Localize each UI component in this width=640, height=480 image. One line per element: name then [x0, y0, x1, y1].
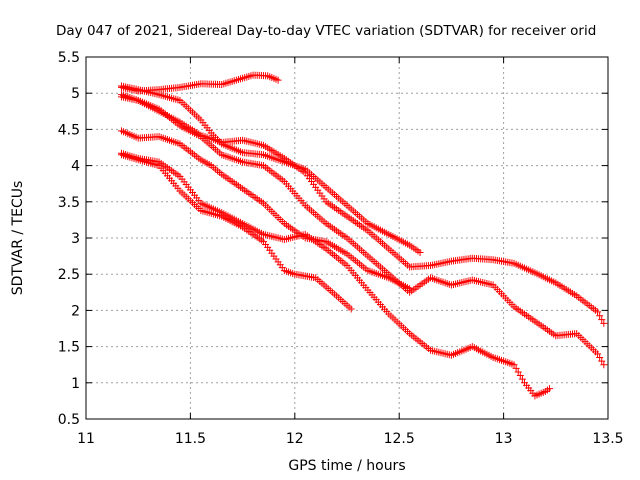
data-point [600, 361, 608, 369]
data-point [596, 353, 604, 361]
data-series [117, 71, 608, 400]
y-tick-label: 3 [71, 231, 80, 247]
y-tick-label: 1.5 [58, 340, 80, 356]
data-point [274, 76, 282, 84]
data-point [598, 316, 606, 324]
axis-ticks: 11 11.5 12 12.5 13 13.50.511.522.533.544.555.… [58, 50, 624, 447]
data-point [598, 357, 606, 365]
y-tick-label: 3.5 [58, 195, 80, 211]
y-tick-label: 2.5 [58, 267, 80, 283]
y-tick-label: 0.5 [58, 412, 80, 428]
data-point [518, 375, 526, 383]
y-tick-label: 4 [71, 159, 80, 175]
x-tick-label: 11.5 [175, 431, 206, 447]
x-tick-label: 13 [495, 431, 513, 447]
data-point [594, 308, 602, 316]
x-tick-label: 11 [77, 431, 95, 447]
data-point [514, 368, 522, 376]
y-tick-label: 4.5 [58, 122, 80, 138]
data-point [600, 319, 608, 327]
chart-title: Day 047 of 2021, Sidereal Day-to-day VTE… [56, 23, 596, 39]
x-tick-label: 13.5 [592, 431, 623, 447]
x-tick-label: 12.5 [384, 431, 415, 447]
x-tick-label: 12 [286, 431, 304, 447]
y-tick-label: 5.5 [58, 50, 80, 66]
data-point [406, 285, 414, 293]
series-s7 [117, 151, 355, 313]
series-s3 [117, 93, 608, 327]
data-point [512, 364, 520, 372]
data-point [416, 248, 424, 256]
data-point [594, 350, 602, 358]
y-axis-label: SDTVAR / TECUs [10, 181, 26, 296]
data-point [546, 385, 554, 393]
x-axis-label: GPS time / hours [288, 458, 405, 474]
y-tick-label: 1 [71, 376, 80, 392]
data-point [596, 312, 604, 320]
y-tick-label: 5 [71, 86, 80, 102]
data-point [347, 305, 355, 313]
series-s2 [117, 82, 424, 256]
data-point [516, 372, 524, 380]
y-tick-label: 2 [71, 303, 80, 319]
data-point [510, 361, 518, 369]
